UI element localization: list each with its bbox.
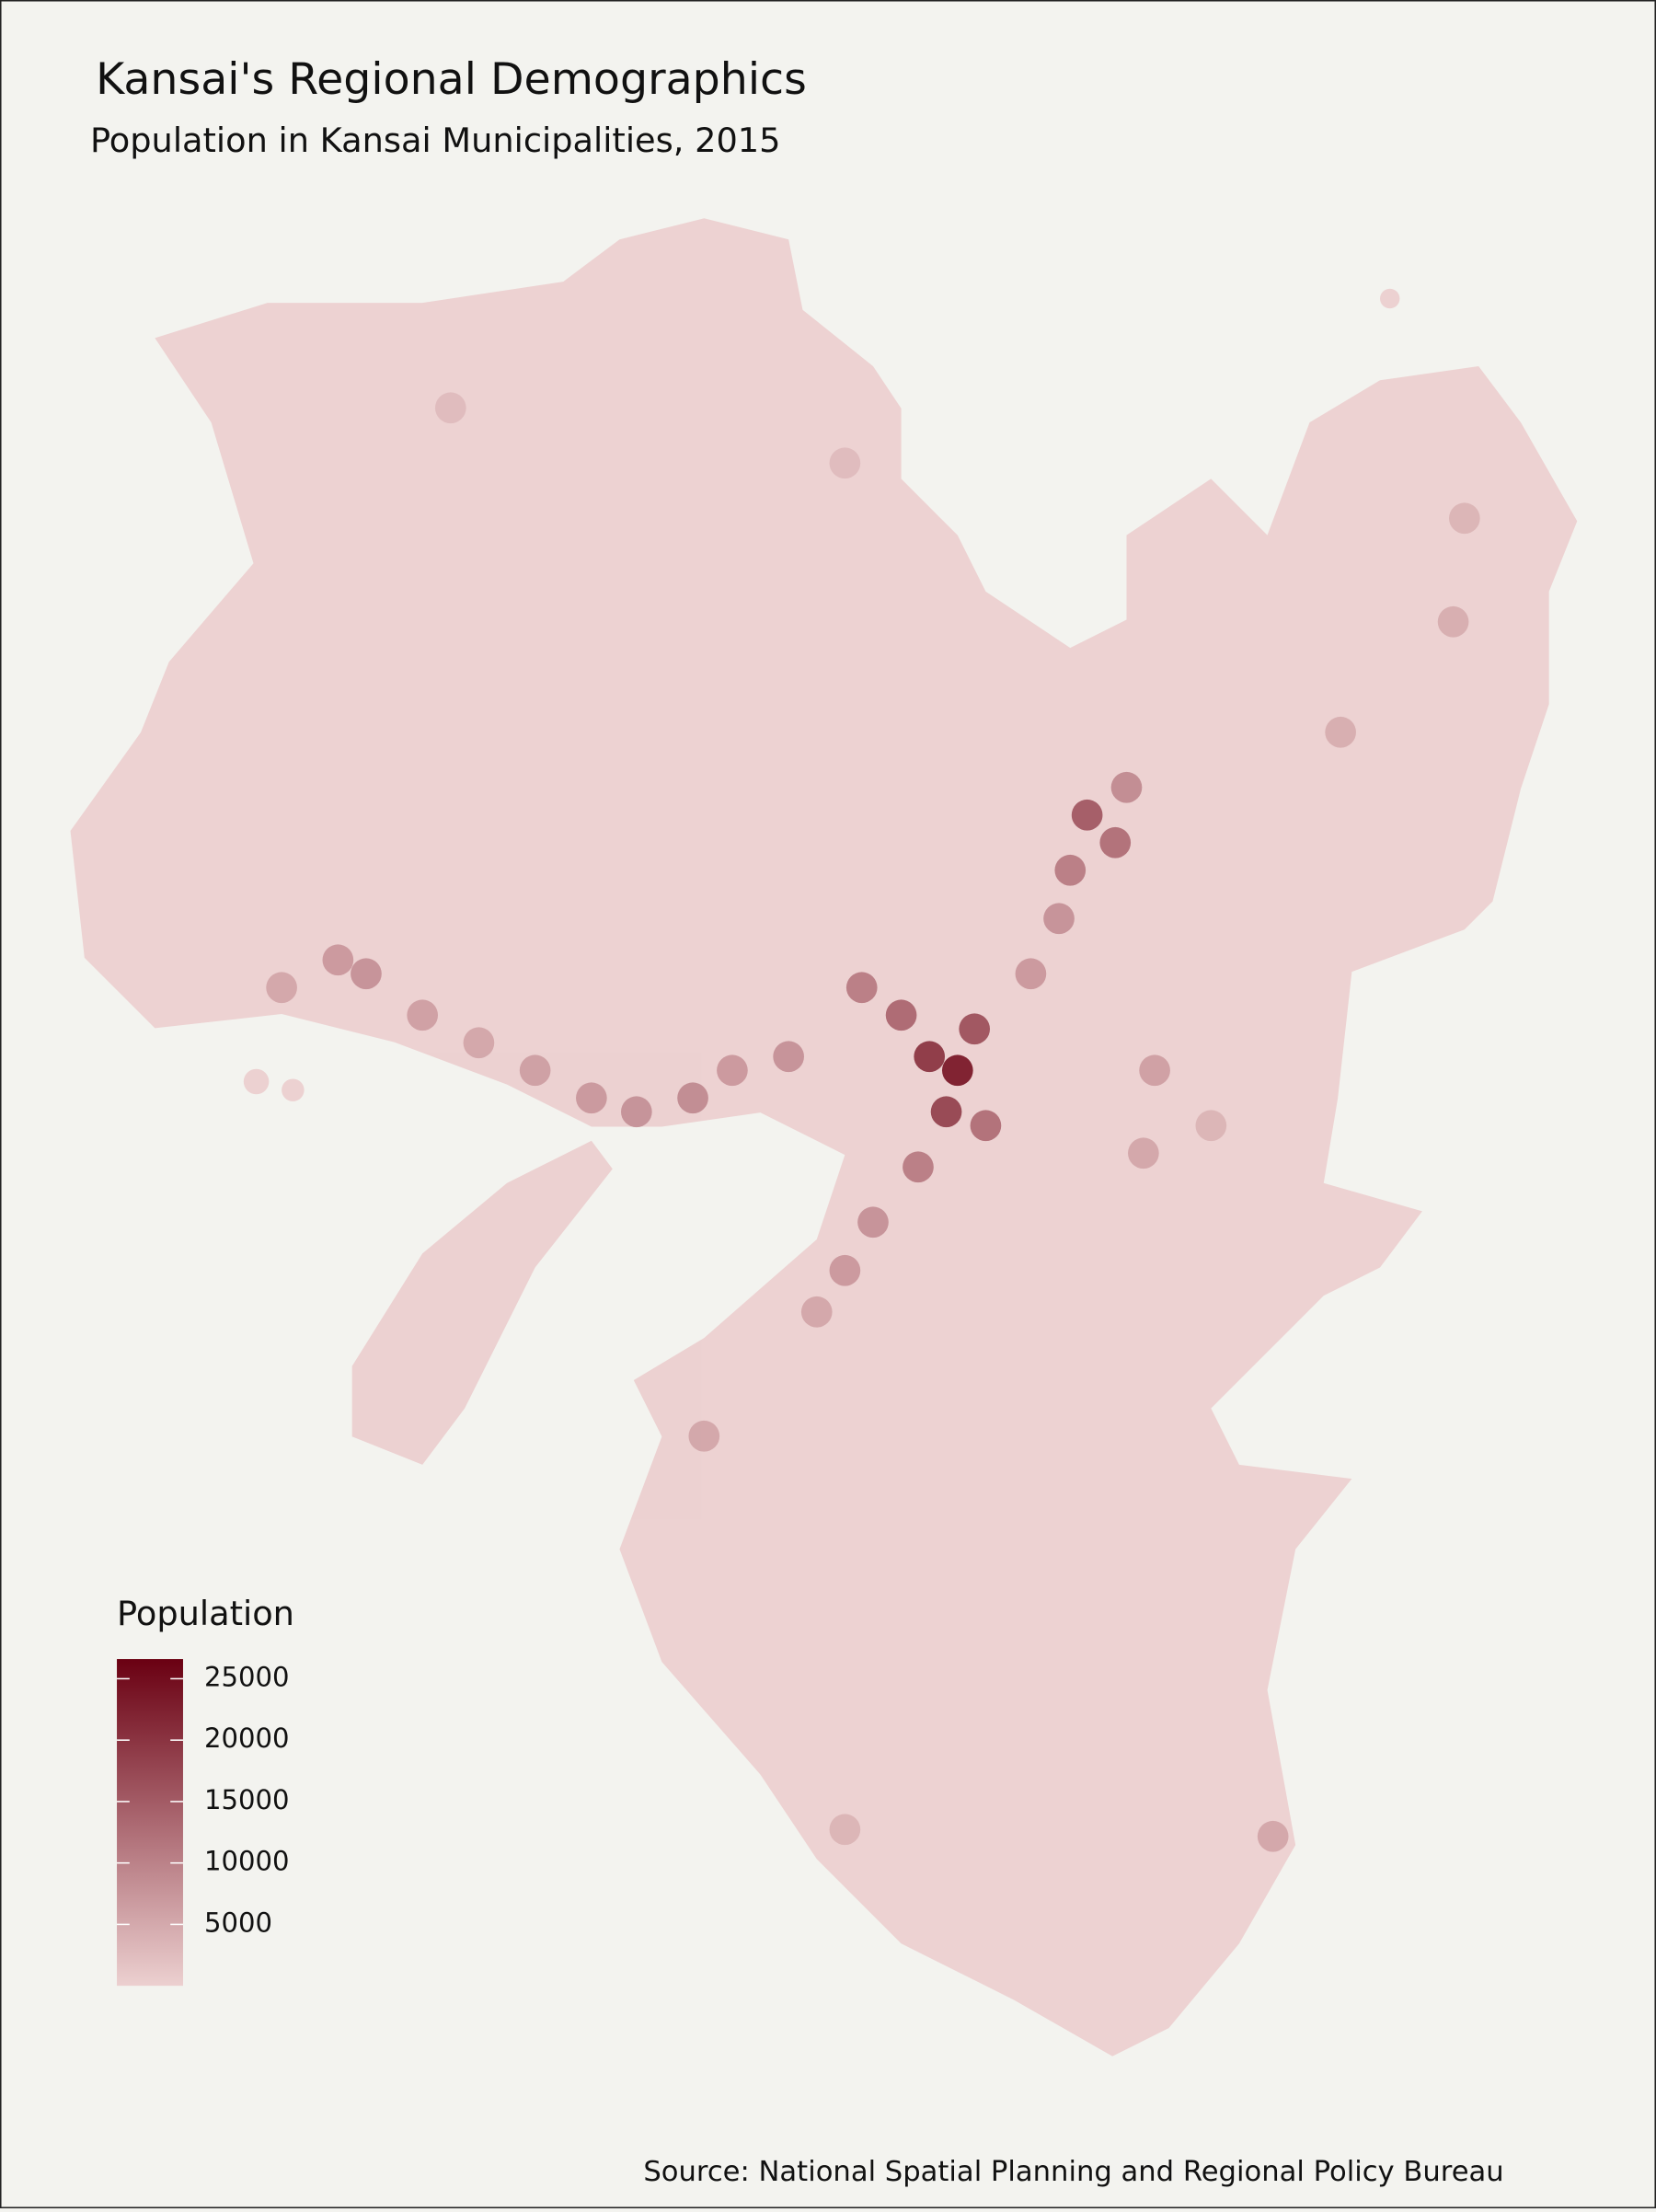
population-point <box>885 999 917 1031</box>
population-point <box>351 958 382 990</box>
population-point <box>1071 799 1103 831</box>
colorbar-tick-label: 25000 <box>204 1661 290 1692</box>
population-point <box>829 1814 861 1846</box>
colorbar-tick-label: 15000 <box>204 1784 290 1815</box>
colorbar-ticks: 5000 10000 15000 20000 25000 <box>117 1661 289 1938</box>
legend-title: Population <box>117 1594 294 1633</box>
islet <box>243 1068 270 1095</box>
source-note: Source: National Spatial Planning and Re… <box>643 2156 1503 2188</box>
awaji-island <box>351 1140 613 1465</box>
population-point <box>800 1296 833 1328</box>
population-point <box>1099 826 1132 858</box>
chart-title: Kansai's Regional Demographics <box>96 54 807 105</box>
population-point <box>1257 1820 1289 1852</box>
population-point <box>959 1013 991 1045</box>
population-point <box>773 1041 804 1073</box>
population-point <box>1128 1137 1159 1169</box>
population-point <box>1015 958 1047 990</box>
population-point <box>1325 716 1356 748</box>
population-point <box>463 1027 495 1059</box>
population-point <box>903 1151 934 1183</box>
population-point <box>845 972 878 1004</box>
population-point <box>970 1110 1002 1142</box>
population-point <box>1437 605 1469 638</box>
population-point <box>717 1054 748 1087</box>
population-point <box>1449 502 1480 535</box>
chart-subtitle: Population in Kansai Municipalities, 201… <box>90 121 781 160</box>
population-point <box>519 1054 551 1087</box>
population-point <box>434 392 466 424</box>
land <box>70 218 1578 2056</box>
population-point <box>677 1082 708 1114</box>
population-point <box>1139 1054 1170 1087</box>
population-point <box>1195 1110 1227 1142</box>
islet <box>1380 288 1400 309</box>
colorbar-tick-label: 10000 <box>204 1846 290 1877</box>
population-point <box>857 1206 889 1238</box>
colorbar <box>117 1659 183 1987</box>
population-point <box>621 1096 652 1128</box>
population-point <box>576 1082 607 1114</box>
population-point <box>914 1041 946 1073</box>
mainland <box>70 218 1578 2056</box>
population-point <box>829 447 861 479</box>
population-point <box>688 1420 720 1452</box>
population-point <box>266 972 297 1004</box>
population-point <box>829 1254 861 1286</box>
population-point <box>941 1054 973 1087</box>
population-point <box>930 1096 962 1128</box>
population-point <box>1054 854 1087 886</box>
population-point <box>1110 771 1143 803</box>
population-point <box>407 999 439 1031</box>
population-point <box>1043 903 1075 935</box>
population-points <box>266 392 1480 1852</box>
population-point <box>322 944 354 976</box>
islet <box>282 1078 305 1101</box>
colorbar-tick-label: 20000 <box>204 1722 290 1754</box>
colorbar-tick-label: 5000 <box>204 1907 272 1938</box>
